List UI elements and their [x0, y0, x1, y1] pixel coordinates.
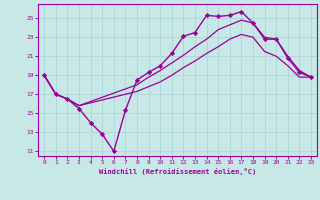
- X-axis label: Windchill (Refroidissement éolien,°C): Windchill (Refroidissement éolien,°C): [99, 168, 256, 175]
